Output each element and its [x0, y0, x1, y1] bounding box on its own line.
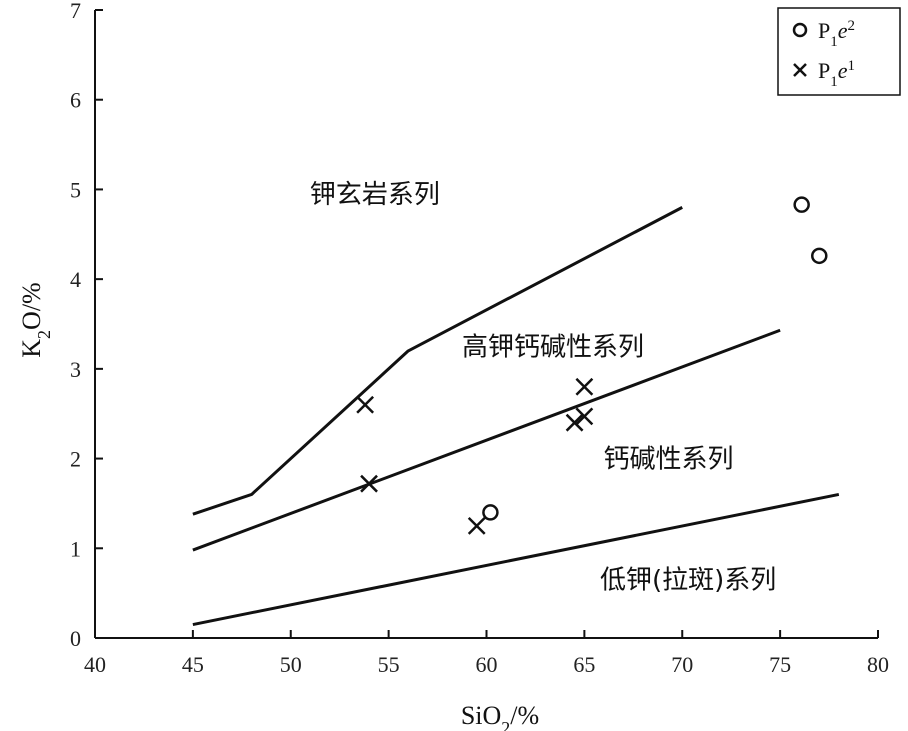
region-label: 钾玄岩系列	[310, 180, 440, 210]
x-tick-label: 60	[476, 652, 498, 677]
y-tick-label: 2	[70, 447, 81, 472]
region-label: 高钾钙碱性系列	[462, 332, 644, 362]
legend-marker-cross	[793, 63, 807, 77]
data-point-circle	[793, 196, 810, 213]
x-tick-label: 65	[573, 652, 595, 677]
data-point-cross	[575, 377, 594, 396]
x-tick-label: 45	[182, 652, 204, 677]
y-tick-label: 5	[70, 177, 81, 202]
region-label: 低钾(拉斑)系列	[600, 566, 776, 596]
legend: P1e2 P1e1	[777, 7, 901, 96]
y-tick-label: 4	[70, 267, 81, 292]
boundary-line-3	[192, 492, 840, 627]
data-points	[356, 196, 828, 535]
data-point-cross	[565, 413, 584, 432]
y-tick-label: 7	[70, 0, 81, 23]
boundary-line-1	[192, 206, 683, 516]
y-tick-label: 3	[70, 357, 81, 382]
series-boundary-lines	[192, 206, 840, 627]
x-tick-label: 55	[378, 652, 400, 677]
y-tick-label: 1	[70, 536, 81, 561]
x-tick-label: 70	[671, 652, 693, 677]
x-axis-ticks: 40 45 50 55 60 65 70 75 80	[84, 630, 889, 677]
data-point-cross	[467, 516, 486, 535]
x-tick-label: 75	[769, 652, 791, 677]
region-label: 钙碱性系列	[604, 445, 734, 475]
legend-label-series-2: P1e1	[818, 58, 855, 90]
data-point-cross	[575, 407, 594, 426]
legend-box	[777, 7, 901, 96]
x-tick-label: 80	[867, 652, 889, 677]
x-tick-label: 50	[280, 652, 302, 677]
data-point-circle	[482, 504, 499, 521]
data-point-circle	[811, 247, 828, 265]
legend-marker-circle	[792, 22, 808, 38]
legend-label-series-1: P1e2	[818, 18, 855, 50]
x-tick-label: 40	[84, 652, 106, 677]
x-axis-title: SiO2/%	[461, 701, 539, 731]
y-tick-label: 0	[70, 626, 81, 651]
data-point-cross	[360, 474, 378, 493]
data-point-cross	[356, 395, 375, 414]
y-tick-label: 6	[70, 88, 81, 113]
y-axis-title: K2O/%	[17, 282, 54, 357]
y-axis-ticks: 0 1 2 3 4 5 6 7	[70, 0, 103, 651]
boundary-line-2	[192, 328, 781, 552]
